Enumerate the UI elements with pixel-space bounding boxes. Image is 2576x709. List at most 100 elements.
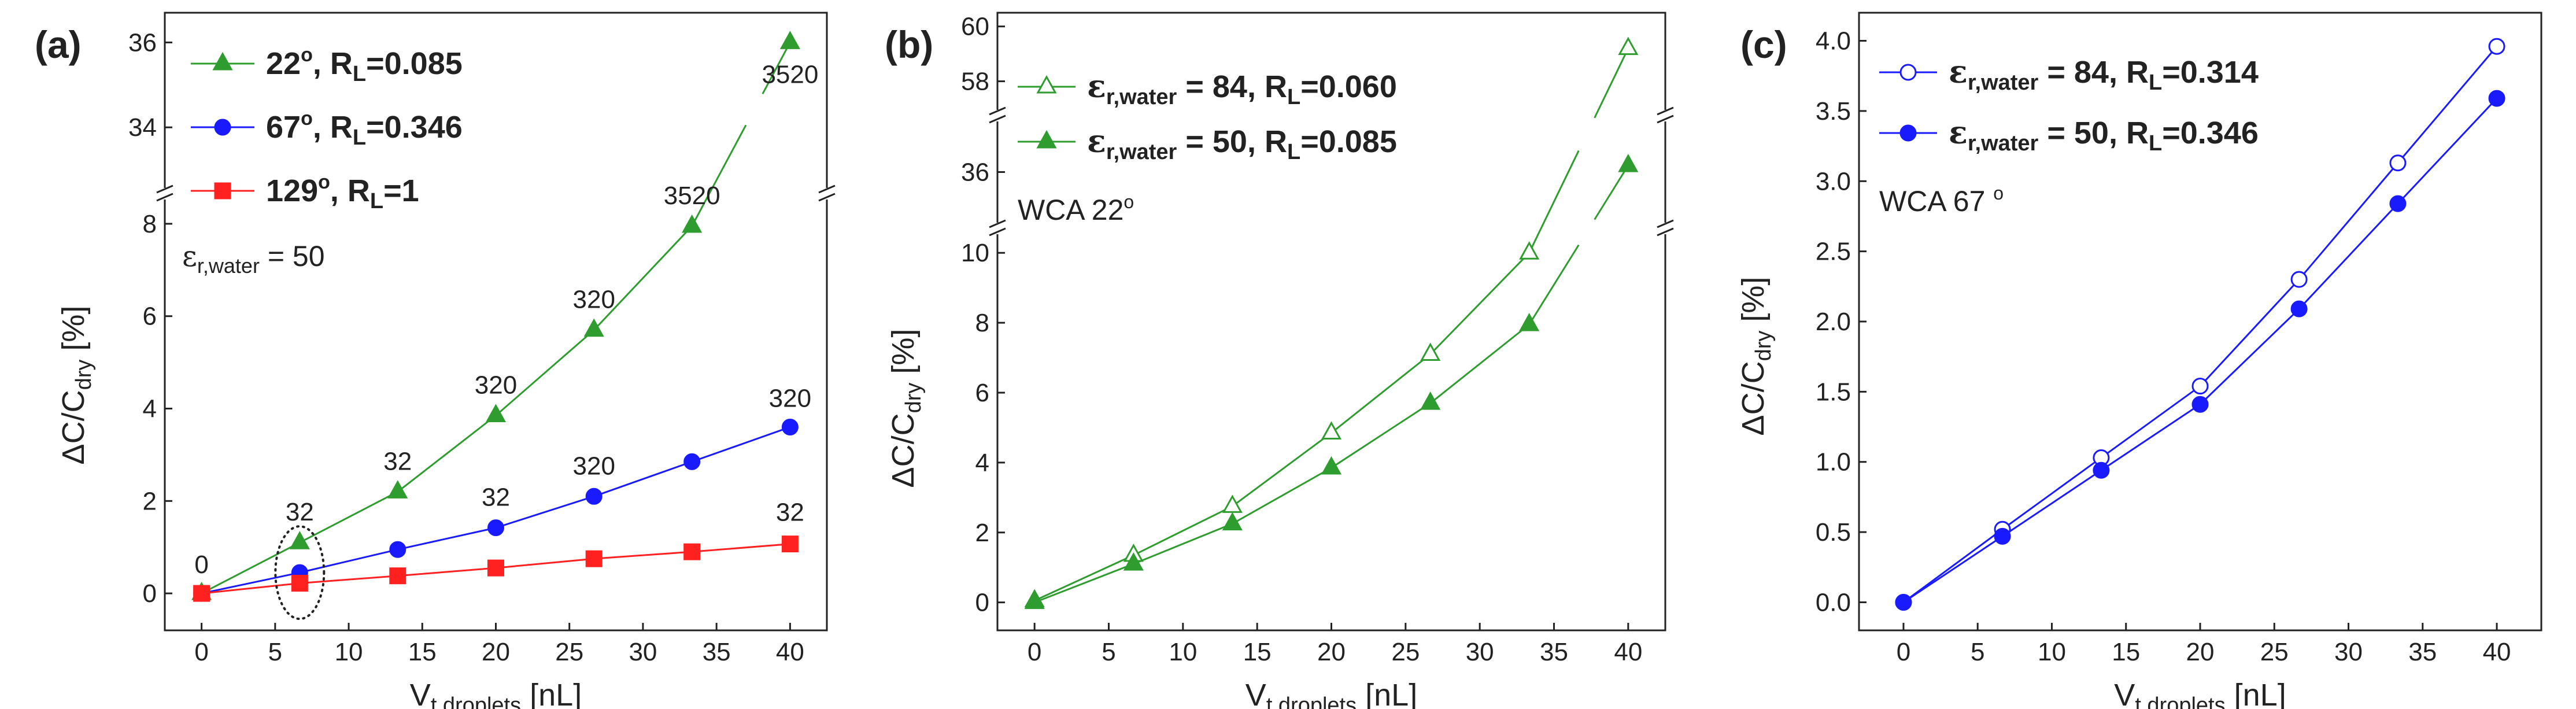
highlight-ellipse	[274, 525, 326, 621]
y-label-unit: [%]	[56, 306, 91, 360]
y-tick-label: 4	[975, 449, 989, 477]
y-tick-label: 1.0	[1816, 448, 1851, 477]
series-1	[1024, 154, 1639, 610]
legend-label: εr,water = 50, RL=0.346	[1949, 114, 2259, 156]
data-annotation: 320	[769, 384, 811, 412]
y-tick-label: 6	[143, 302, 157, 331]
y-tick-label: 36	[961, 158, 989, 187]
data-annotation: 320	[573, 452, 615, 480]
data-point	[2389, 154, 2407, 172]
y-tick-label: 34	[128, 113, 157, 142]
data-annotation: 3520	[762, 60, 818, 88]
x-tick-label: 0	[194, 638, 208, 666]
data-point	[2191, 396, 2209, 413]
legend-rl: =0.346	[2162, 116, 2259, 150]
y-label-unit: [%]	[886, 329, 921, 383]
axis-break-mark	[989, 115, 1006, 124]
legend-epsilon: ε	[1087, 68, 1106, 105]
y-tick-label: 0	[975, 589, 989, 617]
x-tick-label: 15	[408, 638, 437, 666]
legend-marker	[214, 119, 231, 136]
x-tick-label: 30	[2334, 638, 2363, 666]
panel-letter: (c)	[1740, 23, 1787, 66]
data-point	[1519, 313, 1540, 331]
legend-marker	[214, 182, 231, 200]
legend-degree: o	[301, 44, 313, 66]
wca-degree: o	[1123, 191, 1134, 212]
legend-eps-sub: r,water	[1968, 71, 2039, 95]
series-line	[1034, 252, 1530, 601]
legend-label: εr,water = 50, RL=0.085	[1087, 123, 1397, 164]
y-axis-label: ΔC/Cdry [%]	[886, 329, 926, 488]
series-line	[1594, 165, 1629, 220]
axis-break-mark	[1657, 227, 1674, 237]
plot-frame	[996, 12, 1666, 632]
x-tick-label: 10	[335, 638, 363, 666]
legend-r-sub: L	[2149, 131, 2162, 156]
wca-note: WCA 22o	[1018, 191, 1134, 226]
note-value: = 50	[260, 240, 325, 272]
legend-degree: o	[301, 108, 313, 130]
series-line	[1594, 48, 1629, 119]
y-tick-label: 6	[975, 379, 989, 407]
legend-r-sub: L	[353, 62, 366, 86]
x-tick-label: 25	[1391, 638, 1420, 666]
legend-marker	[1036, 130, 1057, 149]
x-tick-label: 20	[2186, 638, 2215, 666]
y-label-unit: [%]	[1736, 277, 1771, 331]
x-tick-label: 25	[2260, 638, 2289, 666]
legend-marker	[1036, 75, 1057, 94]
data-annotation: 320	[475, 371, 517, 400]
x-label-main: V	[2114, 678, 2135, 709]
legend-rl: =0.085	[1300, 124, 1397, 159]
data-point	[2290, 300, 2308, 317]
y-label-main: C/C	[56, 390, 91, 444]
data-point	[682, 214, 703, 233]
legend-r: , R	[313, 110, 353, 145]
data-point	[485, 404, 507, 422]
series-line	[1528, 244, 1580, 325]
axis-break-mark	[156, 184, 173, 194]
x-tick-label: 35	[703, 638, 731, 666]
y-tick-label: 0.5	[1816, 518, 1851, 546]
legend-r: , R	[313, 46, 353, 81]
x-label-main: V	[1246, 678, 1266, 709]
legend-eps-sub: r,water	[1106, 140, 1177, 164]
x-tick-label: 5	[268, 638, 282, 666]
data-point	[1024, 590, 1045, 610]
x-label-sub: t,droplets	[431, 693, 521, 709]
x-tick-label: 10	[2038, 638, 2066, 666]
data-point	[1519, 241, 1540, 260]
y-tick-label: 8	[143, 210, 157, 238]
y-label-delta: Δ	[1736, 415, 1771, 435]
legend-label: 129o, RL=1	[266, 171, 419, 213]
x-axis-label: Vt,droplets [nL]	[1246, 678, 1417, 709]
plot-frame	[1858, 12, 2542, 632]
y-label-main: C/C	[886, 413, 921, 467]
series-line	[1528, 150, 1580, 253]
legend-rl: =0.060	[1300, 69, 1397, 104]
panel-c: 0.0 0.5 1.0 1.5 2.0 2.5 3.0 3.5 4.0 0 5 10 15 20 25 30 3…	[1736, 12, 2542, 709]
data-point	[585, 550, 603, 567]
x-tick-label: 40	[776, 638, 804, 666]
legend-r-sub: L	[1287, 85, 1300, 109]
data-point	[193, 585, 210, 602]
data-annotation: 320	[573, 286, 615, 314]
legend-marker	[1899, 64, 1917, 81]
y-tick-label: 36	[128, 28, 157, 57]
y-tick-label: 2	[143, 487, 157, 515]
x-axis-label: Vt,droplets [nL]	[2114, 678, 2286, 709]
data-point	[683, 543, 701, 560]
legend-r-sub: L	[353, 125, 366, 150]
axis-break-mark	[989, 227, 1006, 237]
x-tick-label: 35	[1540, 638, 1568, 666]
data-point	[2093, 461, 2110, 479]
data-annotation: 32	[776, 498, 804, 527]
x-label-unit: [nL]	[521, 678, 582, 709]
data-point	[585, 488, 603, 505]
y-tick-label: 2	[975, 519, 989, 547]
data-point	[1420, 342, 1441, 361]
axis-break-mark	[1657, 115, 1674, 124]
legend-eps-value: = 84, R	[1177, 69, 1287, 104]
x-tick-label: 5	[1102, 638, 1115, 666]
